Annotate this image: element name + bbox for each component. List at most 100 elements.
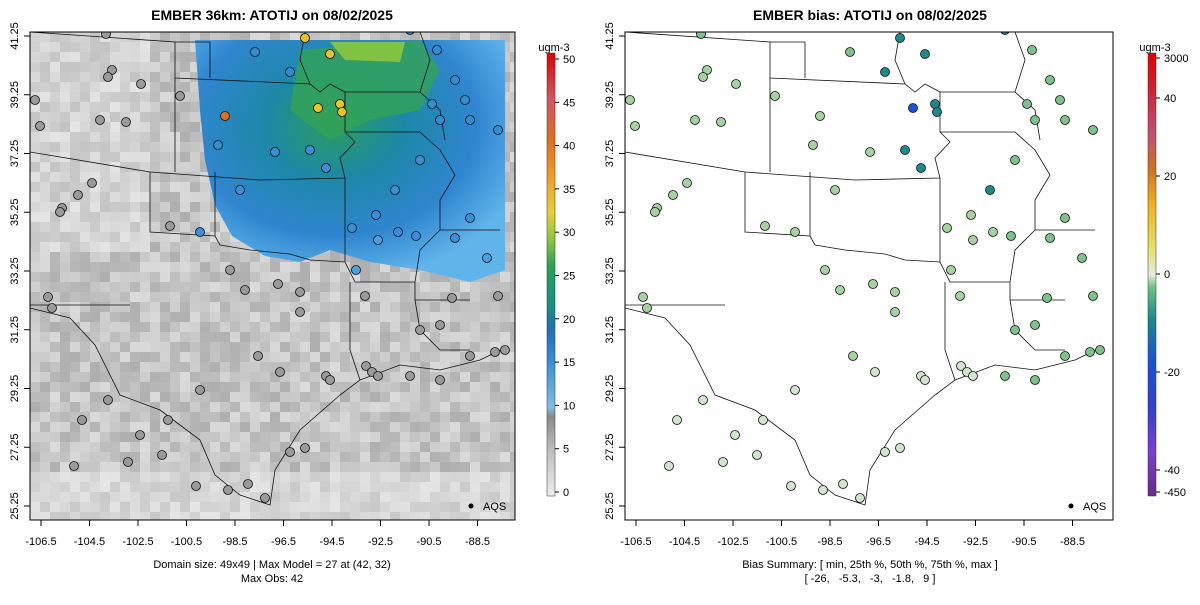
model-grid-cell [360, 272, 370, 282]
model-grid-cell [320, 282, 330, 292]
model-grid-cell [140, 162, 150, 172]
model-grid-cell [50, 322, 60, 332]
model-grid-cell [200, 182, 210, 192]
bias-site-marker [820, 265, 830, 275]
model-grid-cell [150, 262, 160, 272]
model-grid-cell [80, 492, 90, 502]
model-grid-cell [160, 502, 170, 512]
model-grid-cell [210, 252, 220, 262]
model-grid-cell [510, 272, 515, 282]
model-grid-cell [170, 232, 180, 242]
model-grid-cell [70, 472, 80, 482]
model-grid-cell [70, 392, 80, 402]
model-grid-cell [480, 342, 490, 352]
state-border [940, 131, 1051, 283]
model-grid-cell [40, 202, 50, 212]
model-grid-cell [240, 402, 250, 412]
model-grid-cell [510, 242, 515, 252]
model-grid-cell [410, 352, 420, 362]
model-grid-cell [80, 122, 90, 132]
model-grid-cell [200, 372, 210, 382]
model-grid-cell [210, 482, 220, 492]
model-grid-cell [40, 412, 50, 422]
model-grid-cell [470, 362, 480, 372]
model-grid-cell [140, 102, 150, 112]
model-grid-cell [170, 502, 180, 512]
model-grid-cell [300, 332, 310, 342]
model-grid-cell [40, 122, 50, 132]
model-grid-cell [440, 332, 450, 342]
aqs-site-marker [415, 155, 425, 165]
model-grid-cell [470, 322, 480, 332]
model-grid-cell [160, 92, 170, 102]
model-grid-cell [60, 432, 70, 442]
model-grid-cell [30, 332, 40, 342]
model-grid-cell [340, 362, 350, 372]
model-grid-cell [290, 382, 300, 392]
model-grid-cell [290, 432, 300, 442]
model-grid-cell [470, 502, 480, 512]
model-grid-cell [250, 32, 260, 42]
model-grid-cell [280, 492, 290, 502]
model-grid-cell [120, 432, 130, 442]
bias-site-marker [932, 107, 942, 117]
model-grid-cell [500, 382, 510, 392]
model-grid-cell [310, 342, 320, 352]
model-grid-cell [120, 492, 130, 502]
model-grid-cell [310, 302, 320, 312]
model-grid-cell [490, 462, 500, 472]
model-grid-cell [110, 232, 120, 242]
model-grid-cell [170, 272, 180, 282]
model-grid-cell [140, 452, 150, 462]
model-grid-cell [130, 162, 140, 172]
model-grid-cell [130, 282, 140, 292]
model-grid-cell [180, 122, 190, 132]
model-grid-cell [30, 422, 40, 432]
model-grid-cell [40, 212, 50, 222]
model-grid-cell [400, 462, 410, 472]
model-grid-cell [500, 312, 510, 322]
aqs-site-marker [435, 320, 445, 330]
model-grid-cell [50, 362, 60, 372]
model-grid-cell [420, 272, 430, 282]
aqs-site-marker [373, 371, 383, 381]
model-grid-cell [370, 262, 380, 272]
model-grid-cell [170, 352, 180, 362]
model-grid-cell [290, 332, 300, 342]
model-grid-cell [80, 252, 90, 262]
aqs-site-marker [435, 375, 445, 385]
model-grid-cell [470, 442, 480, 452]
model-grid-cell [120, 272, 130, 282]
model-grid-cell [150, 492, 160, 502]
model-grid-cell [140, 302, 150, 312]
model-grid-cell [160, 122, 170, 132]
model-grid-cell [180, 372, 190, 382]
model-grid-cell [420, 332, 430, 342]
bias-site-marker [1085, 347, 1095, 357]
state-border [625, 307, 1101, 506]
model-grid-cell [260, 292, 270, 302]
model-grid-cell [270, 322, 280, 332]
model-grid-cell [60, 422, 70, 432]
model-grid-cell [80, 292, 90, 302]
aqs-site-marker [465, 351, 475, 361]
model-grid-cell [160, 482, 170, 492]
bias-site-marker [1060, 115, 1070, 125]
model-grid-cell [400, 482, 410, 492]
model-grid-cell [30, 362, 40, 372]
model-grid-cell [30, 412, 40, 422]
model-grid-cell [320, 262, 330, 272]
model-grid-cell [90, 432, 100, 442]
model-grid-cell [430, 352, 440, 362]
model-grid-cell [420, 372, 430, 382]
x-tick-label: -100.5 [766, 536, 797, 548]
model-grid-cell [200, 282, 210, 292]
model-grid-cell [190, 502, 200, 512]
model-grid-cell [110, 112, 120, 122]
model-grid-cell [270, 32, 280, 42]
model-grid-cell [270, 352, 280, 362]
model-grid-cell [80, 32, 90, 42]
model-grid-cell [380, 322, 390, 332]
model-grid-cell [510, 492, 515, 502]
model-grid-cell [180, 322, 190, 332]
